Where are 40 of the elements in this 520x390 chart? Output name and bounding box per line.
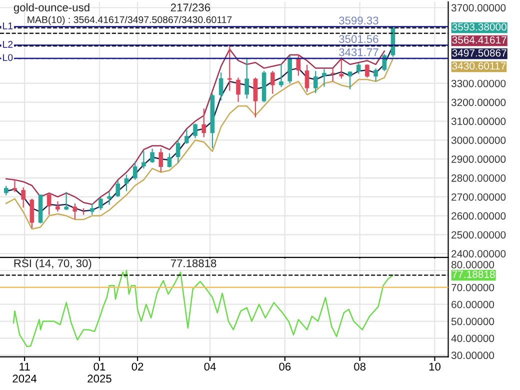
y-tick-label: 3000.00000	[451, 136, 506, 144]
y-tick-label: 3100.00000	[451, 118, 506, 126]
ref-line-label: 3593.38000	[452, 23, 506, 31]
annotation: 3501.56	[339, 35, 378, 43]
x-tick-label: 08	[354, 362, 366, 371]
y-tick-label: 2400.00000	[452, 250, 506, 258]
x-tick-label: 02	[132, 362, 144, 371]
y-tick-label: 30.00000	[451, 352, 494, 360]
ref-line-label: L2	[3, 40, 13, 48]
ref-line-label: 77.18818	[452, 270, 495, 278]
x-tick-label: 01 2025	[88, 362, 112, 383]
annotation: MAB(10) : 3564.41617/3497.50867/3430.60117	[28, 16, 232, 26]
x-tick-label: 11 2024	[12, 362, 37, 383]
ref-line-label: 3497.50867	[452, 49, 506, 57]
y-tick-label: 3300.00000	[451, 80, 506, 88]
y-tick-label: 2800.00000	[452, 174, 506, 182]
ref-line-label: 3564.41617	[452, 36, 506, 44]
ref-line-label: L0	[3, 54, 13, 61]
y-tick-label: 2700.00000	[452, 193, 506, 201]
y-tick-label: 3200.00000	[451, 98, 506, 106]
x-tick-label: 10	[429, 362, 440, 371]
x-tick-label: 04	[204, 362, 216, 371]
chart-title: RSI (14, 70, 30)	[14, 259, 92, 270]
y-tick-label: 50.00000	[451, 318, 494, 326]
x-tick-label: 06	[279, 362, 291, 371]
y-tick-label: 80.00000	[451, 260, 494, 268]
y-tick-label: 2600.00000	[452, 212, 506, 220]
y-tick-label: 2500.00000	[452, 231, 506, 239]
y-tick-label: 60.00000	[452, 300, 494, 308]
y-tick-label: 3700.00000	[451, 4, 506, 12]
ref-line-label: L1	[3, 22, 13, 30]
annotation: 3599.33	[339, 16, 378, 24]
chart-title: gold-ounce-usd	[14, 3, 90, 14]
annotation: 77.18818	[170, 259, 216, 268]
y-tick-label: 2900.00000	[452, 156, 506, 163]
annotation: 217/236	[170, 3, 210, 12]
ref-line-label: 3430.60117	[452, 62, 506, 70]
y-tick-label: 40.00000	[451, 334, 494, 342]
annotation: 3431.77	[339, 48, 378, 56]
y-tick-label: 70.00000	[452, 284, 494, 292]
